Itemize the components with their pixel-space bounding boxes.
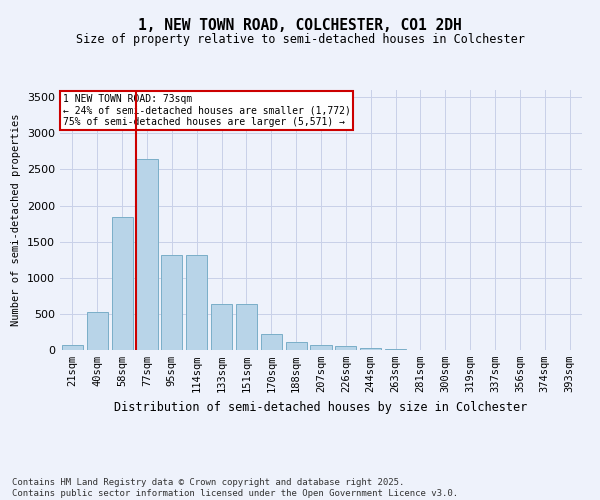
Bar xyxy=(186,256,207,350)
Bar xyxy=(335,346,356,350)
Bar xyxy=(87,312,108,350)
Text: 1 NEW TOWN ROAD: 73sqm
← 24% of semi-detached houses are smaller (1,772)
75% of : 1 NEW TOWN ROAD: 73sqm ← 24% of semi-det… xyxy=(62,94,350,127)
Text: 1, NEW TOWN ROAD, COLCHESTER, CO1 2DH: 1, NEW TOWN ROAD, COLCHESTER, CO1 2DH xyxy=(138,18,462,32)
Bar xyxy=(261,334,282,350)
Bar xyxy=(360,348,381,350)
Bar xyxy=(136,160,158,350)
Bar xyxy=(310,344,332,350)
Text: Size of property relative to semi-detached houses in Colchester: Size of property relative to semi-detach… xyxy=(76,32,524,46)
Bar xyxy=(62,344,83,350)
Bar xyxy=(112,217,133,350)
Y-axis label: Number of semi-detached properties: Number of semi-detached properties xyxy=(11,114,22,326)
Bar xyxy=(211,304,232,350)
Bar xyxy=(161,256,182,350)
Text: Contains HM Land Registry data © Crown copyright and database right 2025.
Contai: Contains HM Land Registry data © Crown c… xyxy=(12,478,458,498)
X-axis label: Distribution of semi-detached houses by size in Colchester: Distribution of semi-detached houses by … xyxy=(115,400,527,413)
Bar xyxy=(236,304,257,350)
Bar xyxy=(286,342,307,350)
